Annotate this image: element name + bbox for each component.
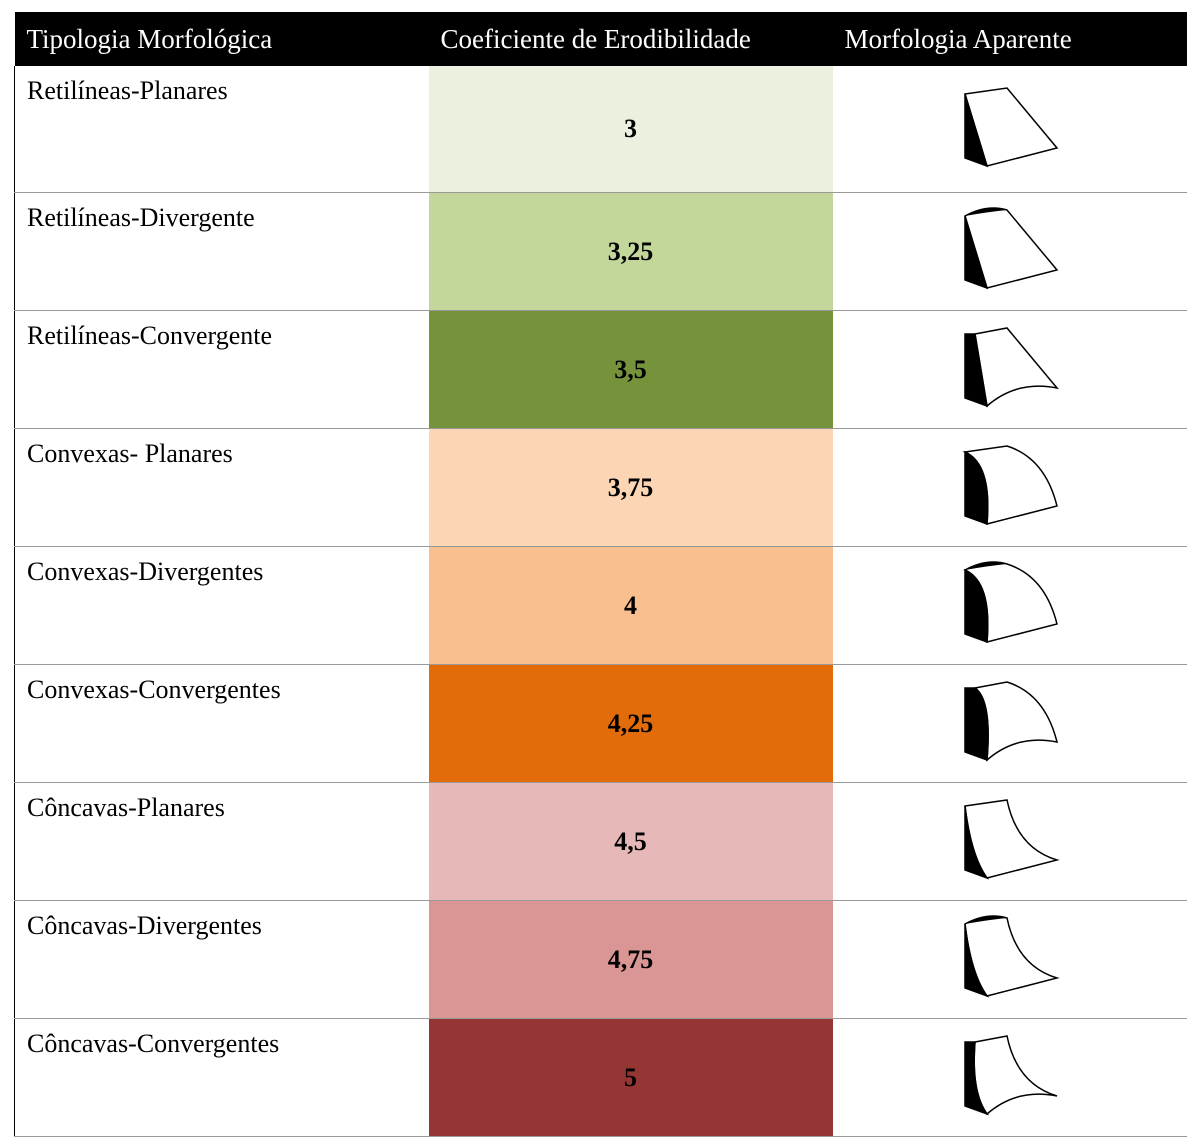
- morphology-cell: [833, 547, 1187, 665]
- typology-cell: Côncavas-Convergentes: [15, 1019, 429, 1137]
- typology-cell: Convexas-Divergentes: [15, 547, 429, 665]
- header-cell: Coeficiente de Erodibilidade: [429, 12, 833, 66]
- coefficient-cell: 3: [429, 66, 833, 193]
- header-row: Tipologia Morfológica Coeficiente de Ero…: [15, 12, 1187, 66]
- typology-cell: Convexas- Planares: [15, 429, 429, 547]
- page: Tipologia Morfológica Coeficiente de Ero…: [0, 0, 1187, 1048]
- typology-cell: Côncavas-Divergentes: [15, 901, 429, 1019]
- slope-face: [975, 328, 1057, 406]
- typology-cell: Retilíneas-Divergente: [15, 193, 429, 311]
- morphology-cell: [833, 1019, 1187, 1137]
- coefficient-cell: 5: [429, 1019, 833, 1137]
- slope-icon: [955, 320, 1065, 412]
- slope-icon: [955, 556, 1065, 648]
- coefficient-cell: 3,25: [429, 193, 833, 311]
- morphology-cell: [833, 66, 1187, 193]
- coefficient-cell: 4,5: [429, 783, 833, 901]
- coefficient-cell: 3,75: [429, 429, 833, 547]
- morphology-cell: [833, 783, 1187, 901]
- typology-cell: Retilíneas-Planares: [15, 66, 429, 193]
- typology-cell: Côncavas-Planares: [15, 783, 429, 901]
- typology-cell: Convexas-Convergentes: [15, 665, 429, 783]
- morphology-cell: [833, 429, 1187, 547]
- coefficient-cell: 3,5: [429, 311, 833, 429]
- slope-icon: [955, 80, 1065, 172]
- morphology-cell: [833, 901, 1187, 1019]
- slope-icon: [955, 910, 1065, 1002]
- morphology-cell: [833, 311, 1187, 429]
- coefficient-cell: 4,25: [429, 665, 833, 783]
- coefficient-cell: 4: [429, 547, 833, 665]
- slope-icon: [955, 792, 1065, 884]
- morphology-cell: [833, 665, 1187, 783]
- slope-icon: [955, 674, 1065, 766]
- slope-icon: [955, 202, 1065, 294]
- header-cell: Tipologia Morfológica: [15, 12, 429, 66]
- slope-icon: [955, 438, 1065, 530]
- morphology-cell: [833, 193, 1187, 311]
- slope-icon: [955, 1028, 1065, 1120]
- coefficient-cell: 4,75: [429, 901, 833, 1019]
- typology-cell: Retilíneas-Convergente: [15, 311, 429, 429]
- header-cell: Morfologia Aparente: [833, 12, 1187, 66]
- erodibility-table: Tipologia Morfológica Coeficiente de Ero…: [14, 12, 1187, 1137]
